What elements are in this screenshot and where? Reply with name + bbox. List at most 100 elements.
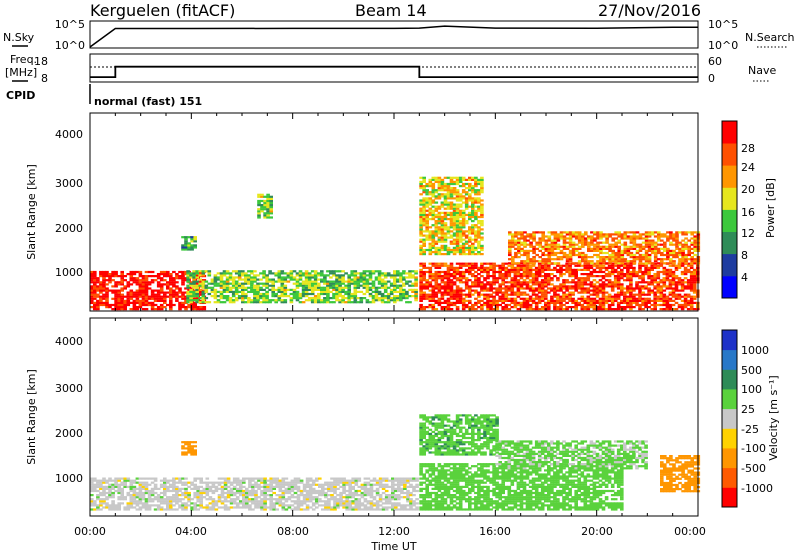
power-cell-1 (289, 278, 294, 281)
power-cell-4 (480, 236, 484, 239)
power-cell-5 (425, 283, 429, 286)
power-cell-5 (626, 285, 630, 288)
power-cell-5 (531, 273, 536, 276)
power-cell-5 (501, 281, 505, 284)
power-cell-5 (589, 275, 594, 278)
power-cell-4 (449, 224, 454, 227)
velocity-cell-0 (114, 504, 118, 507)
power-cell-5 (620, 289, 624, 292)
power-cell-5 (431, 264, 436, 267)
power-cell-1 (301, 274, 306, 277)
power-cell-1 (326, 288, 330, 291)
power-cell-4 (422, 251, 426, 254)
power-cell-5 (528, 308, 533, 311)
power-cell-5 (534, 306, 539, 309)
power-cell-5 (583, 283, 588, 286)
power-cell-5 (522, 283, 527, 286)
power-cell-6 (520, 260, 524, 263)
power-cell-4 (464, 178, 469, 181)
power-cell-0 (184, 308, 188, 311)
power-cell-5 (431, 289, 436, 292)
power-cell-0 (181, 306, 185, 309)
velocity-cell-0 (184, 481, 188, 484)
power-cell-1 (414, 278, 418, 281)
power-cell-4 (443, 176, 448, 179)
power-cell-4 (452, 228, 457, 231)
power-cell-5 (550, 295, 554, 298)
power-cell-5 (443, 264, 448, 267)
power-cell-6 (565, 253, 570, 257)
velocity-cell-0 (144, 502, 149, 505)
power-cell-1 (301, 295, 306, 298)
power-cell-6 (581, 241, 585, 244)
power-cell-5 (544, 266, 548, 269)
power-cell-5 (507, 293, 512, 296)
power-cell-5 (665, 275, 670, 278)
power-cell-5 (689, 295, 694, 298)
power-cell-6 (684, 243, 688, 246)
power-cell-1 (201, 270, 206, 273)
power-cell-0 (181, 295, 185, 298)
power-cell-1 (338, 290, 342, 293)
power-cell-6 (623, 249, 628, 252)
power-cell-1 (405, 276, 409, 279)
power-cell-5 (559, 264, 563, 267)
power-cell-1 (393, 282, 397, 285)
power-cell-4 (455, 213, 460, 216)
power-cell-6 (638, 243, 643, 246)
power-cell-5 (547, 287, 551, 290)
power-cell-4 (471, 238, 475, 241)
power-cell-5 (620, 273, 624, 276)
power-cell-5 (577, 268, 581, 271)
power-cell-1 (307, 284, 312, 287)
power-cell-6 (635, 251, 640, 255)
power-cell-5 (434, 293, 439, 296)
power-cell-6 (532, 262, 536, 265)
power-cell-1 (320, 278, 324, 281)
power-cell-5 (486, 289, 490, 292)
power-cell-4 (458, 199, 463, 202)
velocity-cell-0 (105, 496, 109, 499)
power-cell-3 (257, 212, 261, 215)
power-cell-1 (350, 301, 354, 304)
power-cell-1 (323, 278, 327, 281)
power-cell-5 (647, 291, 651, 294)
power-cell-5 (683, 270, 688, 274)
power-cell-5 (468, 264, 472, 267)
power-cell-6 (584, 241, 588, 244)
power-cell-1 (414, 280, 418, 283)
power-cell-1 (405, 295, 409, 298)
power-cell-6 (514, 253, 518, 257)
power-cell-5 (592, 297, 597, 300)
power-cell-5 (486, 273, 490, 276)
power-cell-4 (440, 203, 445, 206)
power-cell-5 (486, 281, 490, 284)
power-cell-6 (653, 241, 658, 244)
power-cell-1 (393, 290, 397, 293)
power-cell-5 (534, 301, 539, 304)
power-cell-5 (680, 279, 685, 282)
power-cell-4 (455, 207, 460, 210)
power-cell-1 (241, 299, 245, 302)
power-cell-0 (144, 308, 149, 311)
velocity-cell-0 (135, 502, 140, 505)
power-cell-1 (198, 301, 202, 304)
power-cell-5 (601, 297, 606, 300)
velocity-cell-0 (169, 502, 173, 505)
power-cell-5 (607, 273, 612, 276)
power-cell-0 (135, 289, 140, 292)
power-cell-0 (102, 297, 106, 300)
power-cell-1 (189, 272, 193, 275)
power-cell-5 (495, 289, 499, 292)
power-cell-5 (437, 289, 442, 292)
power-cell-6 (690, 243, 694, 246)
power-cell-4 (461, 195, 466, 198)
power-cell-0 (196, 308, 200, 311)
power-cell-0 (132, 273, 137, 276)
velocity-cell-0 (248, 485, 252, 488)
power-cell-4 (452, 207, 457, 210)
power-cell-6 (675, 231, 679, 234)
power-cell-4 (468, 197, 472, 200)
power-cell-6 (647, 241, 652, 244)
power-cell-4 (461, 232, 466, 235)
